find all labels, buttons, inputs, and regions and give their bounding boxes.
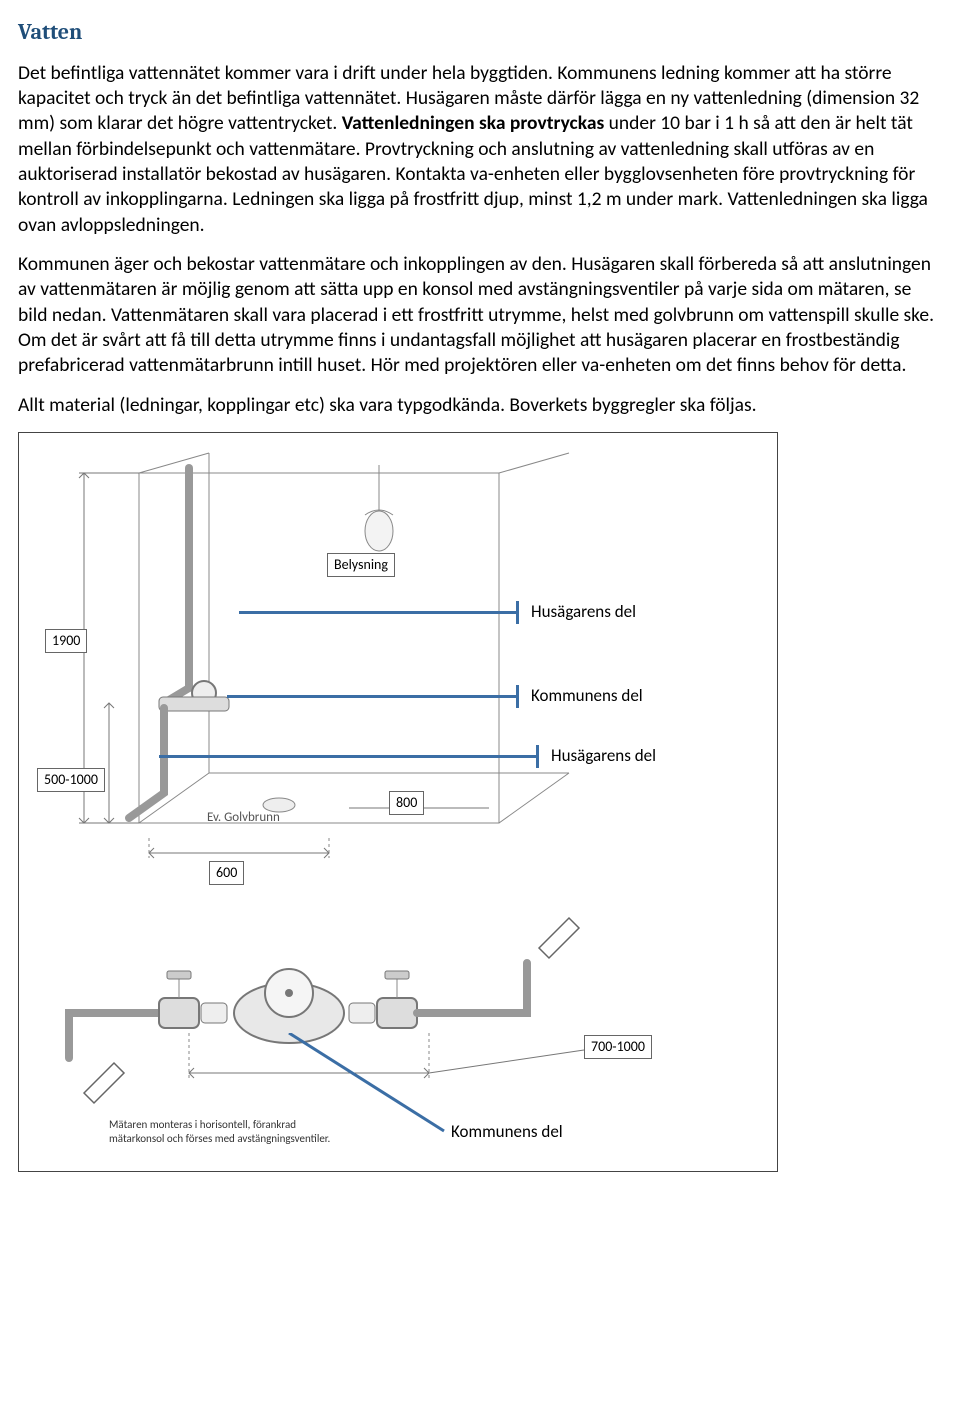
paragraph-2: Kommunen äger och bekostar vattenmätare … [18,252,942,379]
label-golvbrunn: Ev. Golvbrunn [207,810,280,827]
paragraph-3: Allt material (ledningar, kopplingar etc… [18,393,942,418]
installation-diagram: 1900 500-1000 600 800 Belysning Ev. Golv… [18,432,778,1172]
footnote-line-1: Mätaren monteras i horisontell, förankra… [109,1118,296,1131]
leader-2-tick [516,685,519,708]
label-husagarens-2: Husägarens del [551,745,656,767]
dim-600: 600 [209,861,244,885]
room-svg [29,443,769,883]
page-heading: Vatten [18,18,942,47]
diagram-footnote: Mätaren monteras i horisontell, förankra… [109,1118,389,1146]
dim-800: 800 [389,791,424,815]
label-kommunens-2: Kommunens del [451,1121,563,1143]
leader-3 [159,755,539,758]
footnote-line-2: mätarkonsol och förses med avstängningsv… [109,1132,330,1145]
label-kommunens-1: Kommunens del [531,685,643,707]
dim-1900: 1900 [45,629,87,653]
leader-2 [227,695,519,698]
leader-1 [239,611,519,614]
label-belysning: Belysning [327,553,395,577]
paragraph-1: Det befintliga vattennätet kommer vara i… [18,61,942,238]
p1-bold: Vattenledningen ska provtryckas [342,111,605,135]
leader-1-tick [516,601,519,624]
label-husagarens-1: Husägarens del [531,601,636,623]
dim-500-1000: 500-1000 [37,768,105,792]
leader-3-tick [536,745,539,768]
